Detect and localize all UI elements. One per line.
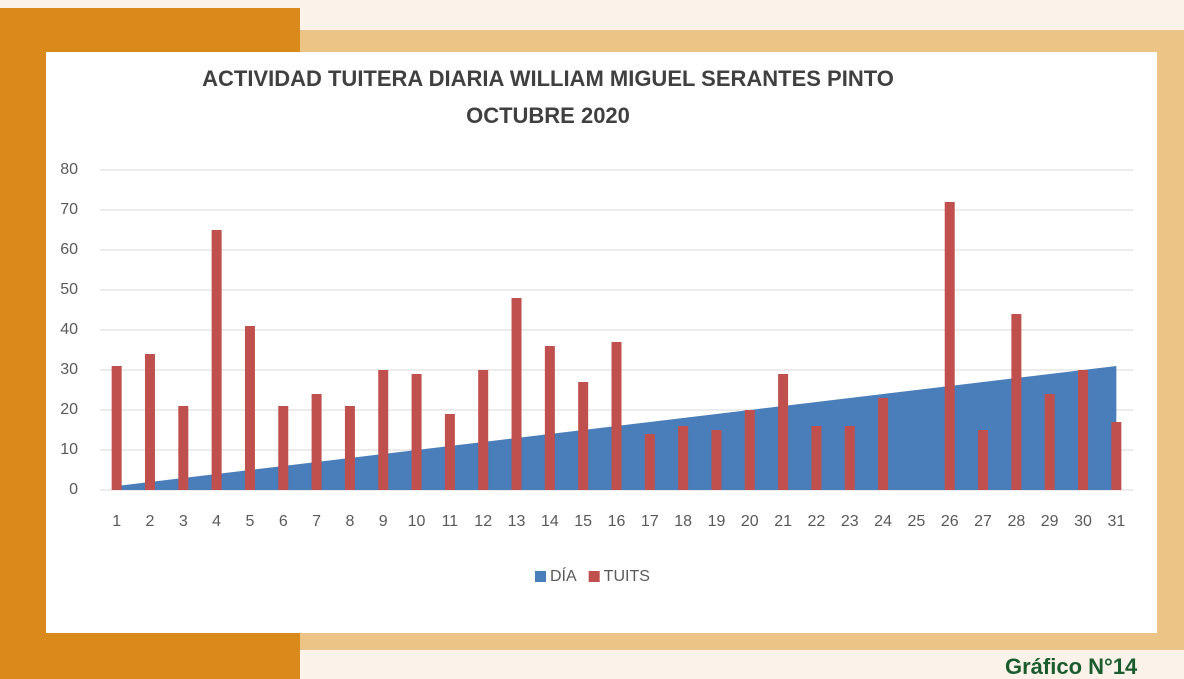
x-tick-label: 15 bbox=[574, 513, 592, 530]
bar bbox=[544, 346, 555, 490]
bar bbox=[478, 370, 489, 490]
x-tick-label: 24 bbox=[874, 513, 892, 530]
y-tick-label: 50 bbox=[60, 281, 78, 298]
x-tick-label: 25 bbox=[908, 513, 926, 530]
bar bbox=[211, 230, 222, 490]
x-tick-label: 10 bbox=[408, 513, 426, 530]
x-tick-label: 20 bbox=[741, 513, 759, 530]
y-tick-label: 70 bbox=[60, 201, 78, 218]
bar bbox=[944, 202, 955, 490]
chart-panel bbox=[46, 52, 1157, 633]
x-tick-label: 4 bbox=[212, 513, 221, 530]
x-tick-label: 19 bbox=[708, 513, 726, 530]
y-tick-label: 40 bbox=[60, 321, 78, 338]
chart-title: ACTIVIDAD TUITERA DIARIA WILLIAM MIGUEL … bbox=[202, 66, 894, 91]
legend-label: TUITS bbox=[604, 568, 650, 585]
bar bbox=[1111, 422, 1122, 490]
x-tick-label: 21 bbox=[774, 513, 792, 530]
bar bbox=[844, 426, 855, 490]
bar bbox=[511, 298, 522, 490]
x-tick-label: 26 bbox=[941, 513, 959, 530]
chart-title: OCTUBRE 2020 bbox=[466, 103, 630, 128]
bar bbox=[778, 374, 789, 490]
x-tick-label: 6 bbox=[279, 513, 288, 530]
x-tick-label: 16 bbox=[608, 513, 626, 530]
bar bbox=[411, 374, 422, 490]
legend-swatch bbox=[588, 571, 600, 582]
bar bbox=[311, 394, 322, 490]
y-tick-label: 20 bbox=[60, 401, 78, 418]
x-tick-label: 22 bbox=[808, 513, 826, 530]
x-tick-label: 30 bbox=[1074, 513, 1092, 530]
bar bbox=[178, 406, 189, 490]
x-tick-label: 7 bbox=[312, 513, 321, 530]
bar bbox=[144, 354, 155, 490]
bar bbox=[244, 326, 255, 490]
legend-label: DÍA bbox=[550, 566, 577, 585]
y-tick-label: 60 bbox=[60, 241, 78, 258]
y-tick-label: 80 bbox=[60, 161, 78, 178]
x-tick-label: 12 bbox=[474, 513, 492, 530]
x-tick-label: 28 bbox=[1007, 513, 1025, 530]
bar bbox=[1011, 314, 1022, 490]
bar bbox=[278, 406, 289, 490]
bar bbox=[744, 410, 755, 490]
bar bbox=[978, 430, 989, 490]
bar bbox=[878, 398, 889, 490]
x-tick-label: 5 bbox=[245, 513, 254, 530]
bar bbox=[578, 382, 589, 490]
bar bbox=[444, 414, 455, 490]
y-tick-label: 10 bbox=[60, 441, 78, 458]
bar bbox=[678, 426, 689, 490]
x-tick-label: 18 bbox=[674, 513, 692, 530]
x-tick-label: 31 bbox=[1107, 513, 1125, 530]
x-tick-label: 27 bbox=[974, 513, 992, 530]
y-tick-label: 0 bbox=[69, 481, 78, 498]
x-tick-label: 29 bbox=[1041, 513, 1059, 530]
bar bbox=[344, 406, 355, 490]
bar bbox=[611, 342, 622, 490]
x-tick-label: 23 bbox=[841, 513, 859, 530]
bar bbox=[111, 366, 122, 490]
x-tick-label: 1 bbox=[112, 513, 121, 530]
legend-swatch bbox=[535, 571, 546, 582]
x-tick-label: 13 bbox=[508, 513, 526, 530]
bar bbox=[378, 370, 389, 490]
bar bbox=[644, 434, 655, 490]
y-tick-label: 30 bbox=[60, 361, 78, 378]
bar bbox=[1044, 394, 1055, 490]
x-tick-label: 11 bbox=[442, 513, 459, 530]
x-tick-label: 14 bbox=[541, 513, 559, 530]
x-tick-label: 2 bbox=[146, 513, 155, 530]
bar bbox=[1078, 370, 1089, 490]
bar bbox=[711, 430, 722, 490]
x-tick-label: 9 bbox=[379, 513, 388, 530]
caption: Gráfico N°14 bbox=[1005, 654, 1138, 679]
bar bbox=[811, 426, 822, 490]
x-tick-label: 8 bbox=[345, 513, 354, 530]
x-tick-label: 3 bbox=[179, 513, 188, 530]
x-tick-label: 17 bbox=[641, 513, 659, 530]
